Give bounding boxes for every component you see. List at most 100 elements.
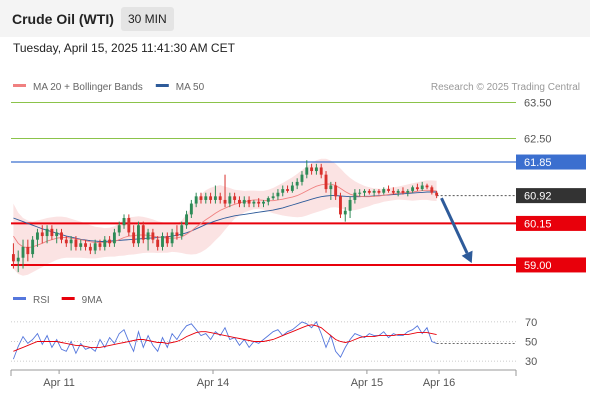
legend-label-1: MA 20 + Bollinger Bands: [33, 82, 143, 93]
candle-body: [180, 225, 184, 237]
level-label-61.85: 61.85: [524, 157, 552, 169]
candle-13: [69, 236, 73, 251]
candle-body: [295, 181, 299, 186]
candle-18: [93, 239, 97, 255]
candle-89: [435, 190, 439, 199]
candle-6: [36, 228, 39, 247]
candle-19: [98, 239, 102, 251]
pivot-badge: [516, 215, 586, 231]
candle-body: [233, 196, 237, 200]
candle-body: [425, 185, 429, 188]
candle-body: [64, 239, 68, 244]
candle-55: [271, 192, 275, 200]
candle-79: [387, 185, 390, 193]
candle-68: [334, 181, 338, 200]
candle-21: [108, 236, 112, 247]
candle-82: [401, 187, 405, 195]
candle-body: [257, 201, 261, 204]
candle-body: [411, 187, 415, 191]
candle-body: [108, 239, 112, 244]
candle-body: [16, 257, 20, 262]
legend-swatch-1: [13, 84, 26, 87]
candle-44: [218, 192, 222, 204]
rsi-legend-label-1: RSI: [33, 295, 50, 306]
candle-8: [45, 225, 49, 244]
candle-78: [382, 187, 386, 195]
candle-body: [228, 196, 232, 204]
candle-24: [122, 214, 126, 229]
candle-29: [146, 228, 150, 251]
candle-59: [290, 181, 294, 193]
candle-77: [377, 189, 381, 195]
candle-body: [93, 243, 97, 251]
candle-17: [88, 243, 92, 255]
candle-31: [156, 236, 160, 251]
candle-body: [266, 198, 270, 202]
candle-body: [50, 228, 54, 237]
candle-body: [204, 196, 208, 200]
candle-76: [372, 189, 376, 197]
candle-72: [353, 189, 357, 204]
candle-body: [435, 192, 439, 196]
candle-11: [60, 228, 63, 244]
candle-body: [103, 239, 107, 247]
candle-body: [396, 190, 400, 193]
candle-33: [165, 232, 169, 247]
candle-body: [98, 243, 102, 247]
projection-arrow-shaft: [440, 197, 469, 254]
candle-body: [165, 236, 169, 244]
candle-53: [262, 199, 265, 208]
candle-23: [117, 221, 121, 237]
candle-32: [161, 232, 164, 251]
ma20-line: [13, 183, 437, 249]
candle-61: [300, 171, 304, 186]
candle-71: [348, 196, 352, 218]
candle-body: [84, 243, 87, 247]
candle-body: [415, 187, 419, 190]
resistance-badge: [516, 154, 586, 170]
candle-51: [252, 199, 256, 208]
x-axis: Apr 11 Apr 14 Apr 15 Apr 16: [10, 369, 517, 389]
candle-body: [199, 196, 203, 200]
candle-body: [146, 232, 150, 240]
candle-body: [185, 214, 188, 226]
candle-85: [415, 183, 419, 191]
candle-69: [339, 192, 342, 218]
candle-body: [348, 199, 352, 211]
chart-header: Crude Oil (WTI) 30 MIN: [0, 0, 590, 37]
candle-66: [324, 171, 328, 193]
candle-body: [79, 243, 83, 247]
candle-12: [64, 236, 68, 247]
x-tick-label-Apr-15: Apr 15: [351, 377, 383, 389]
candle-5: [31, 236, 35, 258]
candle-body: [363, 190, 366, 193]
rsi-chart: RSI 9MA 70 50 30: [11, 295, 537, 368]
candle-40: [199, 192, 203, 204]
candle-body: [358, 192, 362, 194]
candle-body: [430, 187, 434, 193]
candle-36: [180, 221, 184, 240]
candle-73: [358, 189, 362, 197]
timestamp: Tuesday, April 15, 2025 11:41:30 AM CET: [13, 41, 235, 55]
timeframe-button[interactable]: 30 MIN: [121, 7, 174, 31]
level-label-60.92: 60.92: [524, 191, 552, 203]
candle-22: [112, 228, 116, 247]
candle-70: [343, 207, 347, 222]
candle-body: [382, 189, 386, 193]
candle-38: [189, 199, 193, 218]
candle-39: [194, 192, 198, 208]
rsi-legend-swatch-2: [61, 297, 75, 300]
candle-50: [247, 196, 251, 208]
rsi-tick-30: 30: [525, 356, 537, 368]
candle-body: [137, 225, 140, 244]
candle-body: [339, 196, 342, 215]
candle-body: [420, 185, 424, 190]
candle-body: [194, 196, 198, 204]
candle-body: [170, 232, 174, 244]
candle-body: [141, 225, 145, 240]
candle-74: [363, 189, 366, 197]
candle-26: [132, 225, 136, 247]
candle-body: [314, 167, 318, 172]
candle-body: [69, 239, 73, 244]
candle-46: [228, 192, 232, 208]
